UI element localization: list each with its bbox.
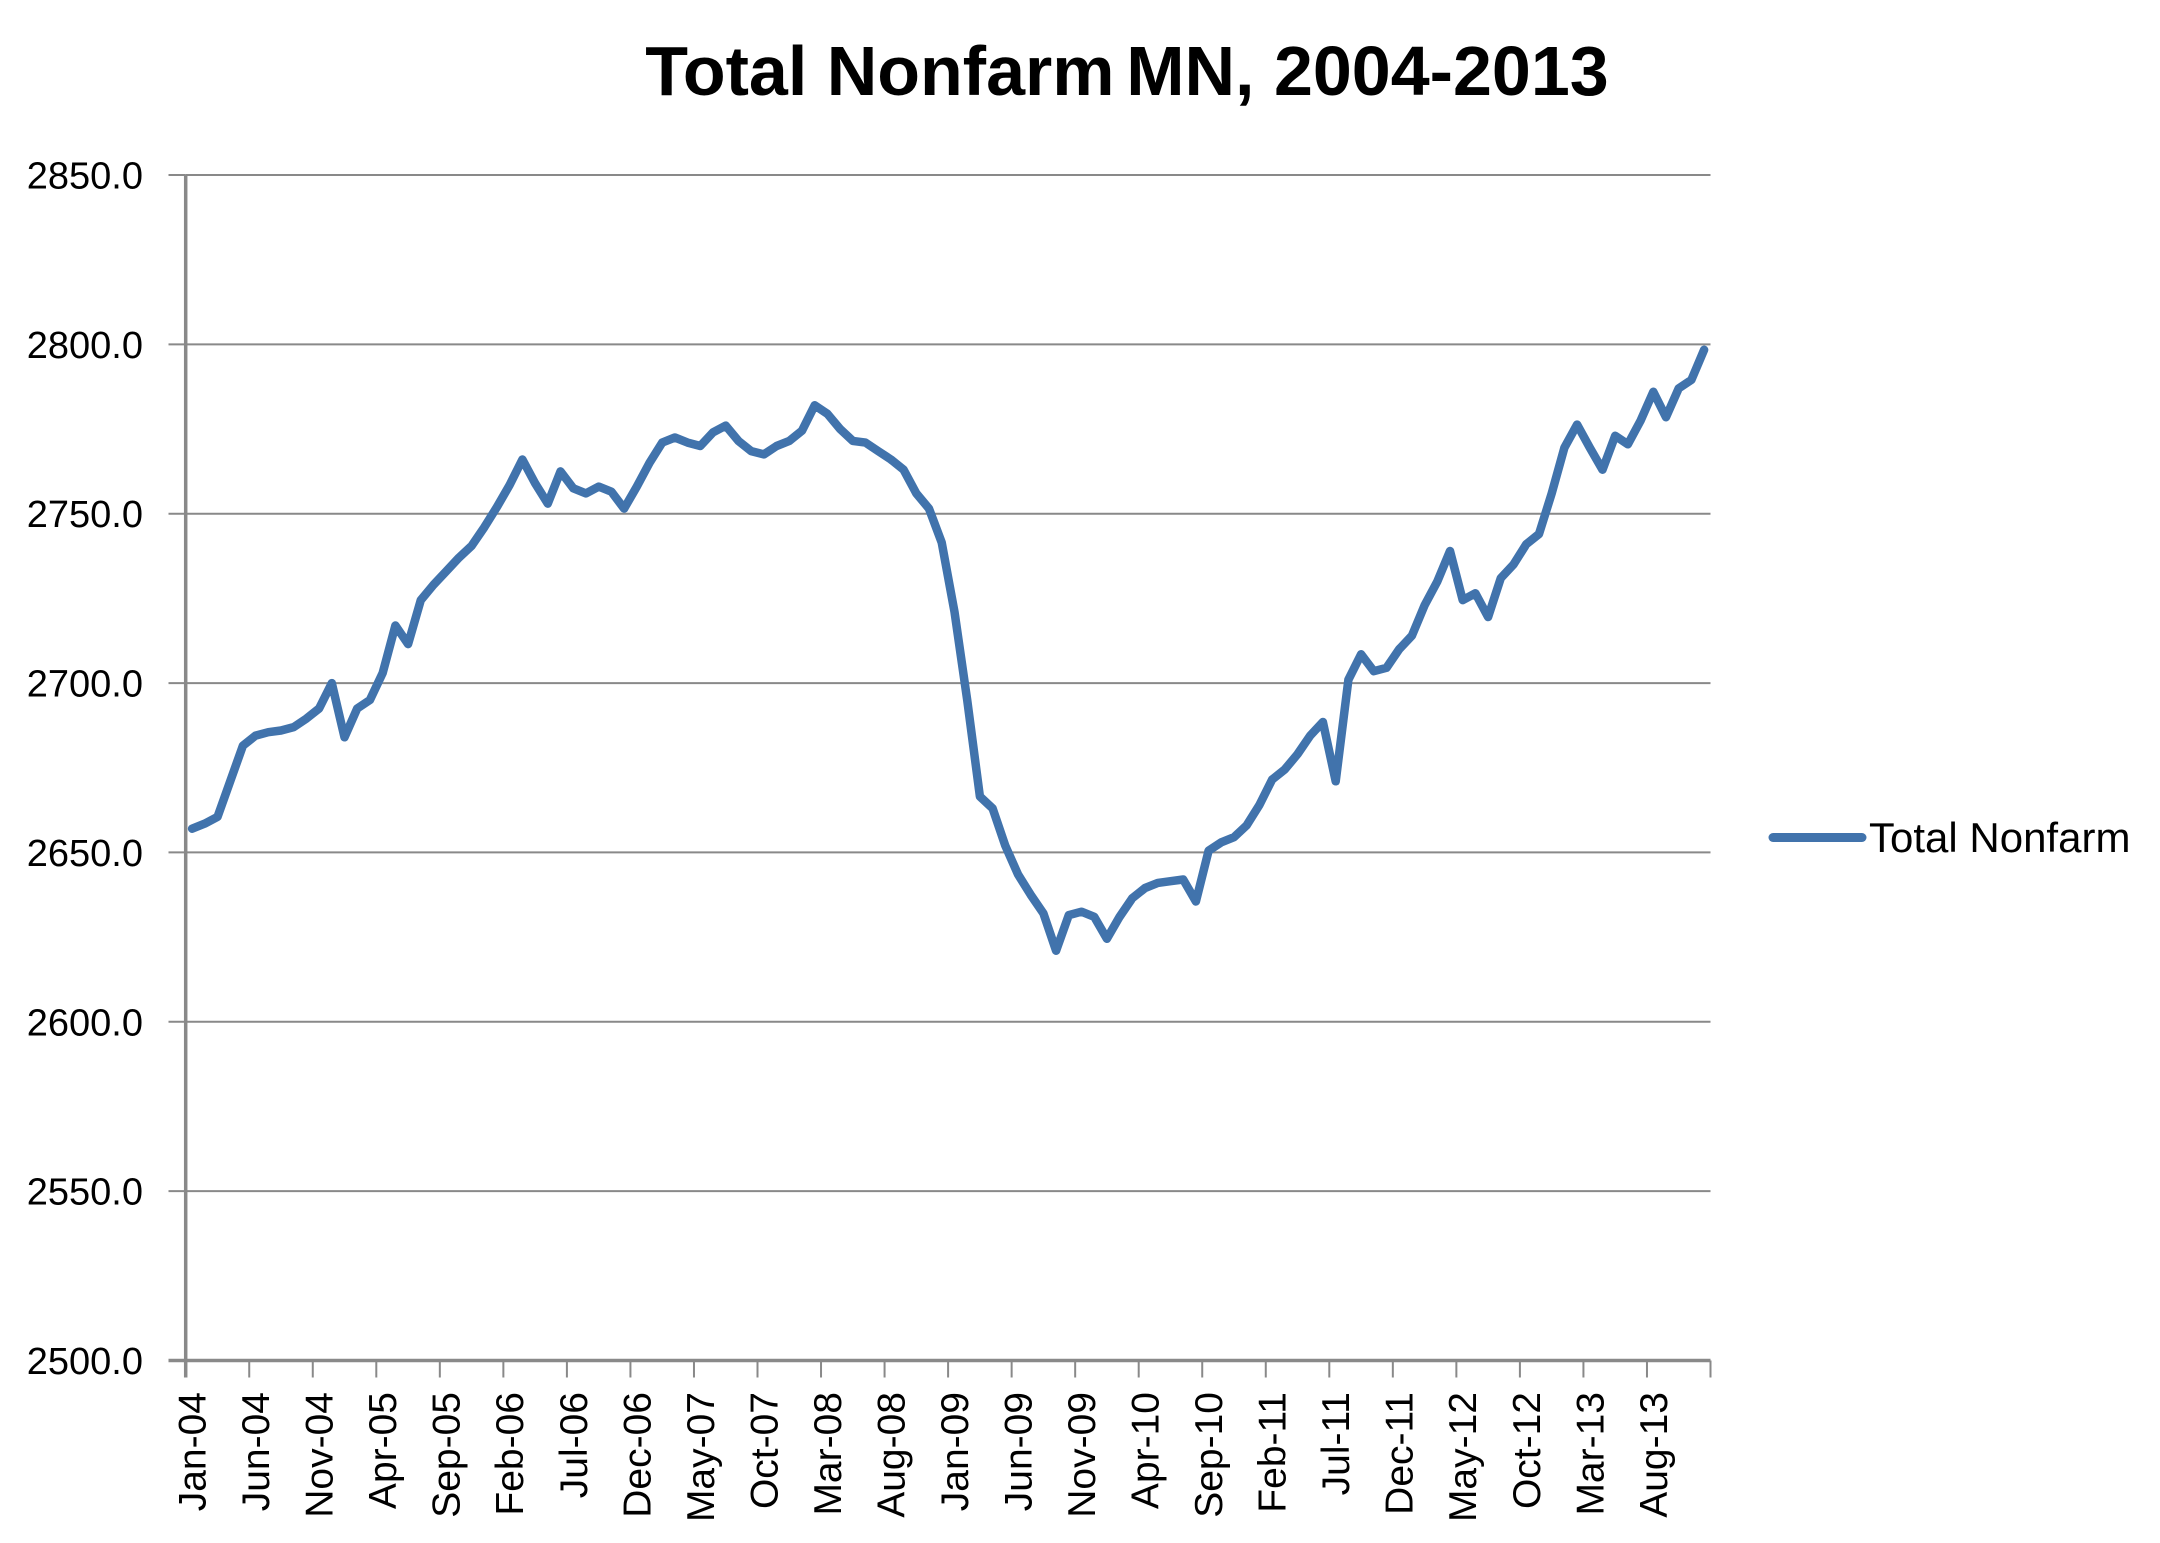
svg-text:Jun-09: Jun-09 (998, 1392, 1041, 1511)
svg-text:2850.0: 2850.0 (27, 156, 143, 198)
svg-text:2700.0: 2700.0 (27, 664, 143, 706)
svg-text:Aug-08: Aug-08 (870, 1392, 913, 1518)
svg-text:Mar-08: Mar-08 (807, 1392, 850, 1516)
svg-text:Jun-04: Jun-04 (235, 1392, 278, 1511)
svg-text:Jul-11: Jul-11 (1315, 1392, 1358, 1495)
svg-text:2800.0: 2800.0 (27, 325, 143, 367)
svg-text:Nov-09: Nov-09 (1061, 1392, 1104, 1518)
svg-text:Apr-10: Apr-10 (1125, 1392, 1168, 1509)
svg-text:Jul-06: Jul-06 (553, 1392, 596, 1498)
svg-text:2750.0: 2750.0 (27, 494, 143, 536)
svg-text:Sep-10: Sep-10 (1188, 1392, 1231, 1518)
svg-text:Total Nonfarm MN, 2004-2013: Total Nonfarm MN, 2004-2013 (645, 32, 1608, 110)
svg-text:Oct-12: Oct-12 (1506, 1392, 1549, 1509)
svg-text:Jan-04: Jan-04 (172, 1392, 215, 1511)
svg-text:Mar-13: Mar-13 (1569, 1392, 1612, 1516)
svg-text:Apr-05: Apr-05 (362, 1392, 405, 1509)
svg-text:Dec-06: Dec-06 (616, 1392, 659, 1518)
svg-text:2500.0: 2500.0 (27, 1341, 143, 1383)
svg-text:Sep-05: Sep-05 (426, 1392, 469, 1518)
svg-text:Total Nonfarm: Total Nonfarm (1869, 814, 2130, 861)
svg-text:May-07: May-07 (680, 1392, 723, 1522)
svg-text:Feb-11: Feb-11 (1252, 1392, 1295, 1513)
svg-text:2650.0: 2650.0 (27, 833, 143, 875)
svg-text:2550.0: 2550.0 (27, 1172, 143, 1214)
svg-text:Nov-04: Nov-04 (299, 1392, 342, 1518)
svg-text:Oct-07: Oct-07 (743, 1392, 786, 1509)
svg-text:2600.0: 2600.0 (27, 1002, 143, 1044)
svg-text:Dec-11: Dec-11 (1379, 1392, 1422, 1515)
svg-text:Feb-06: Feb-06 (489, 1392, 532, 1516)
svg-text:Jan-09: Jan-09 (934, 1392, 977, 1511)
svg-text:May-12: May-12 (1442, 1392, 1485, 1522)
svg-text:Aug-13: Aug-13 (1633, 1392, 1676, 1518)
